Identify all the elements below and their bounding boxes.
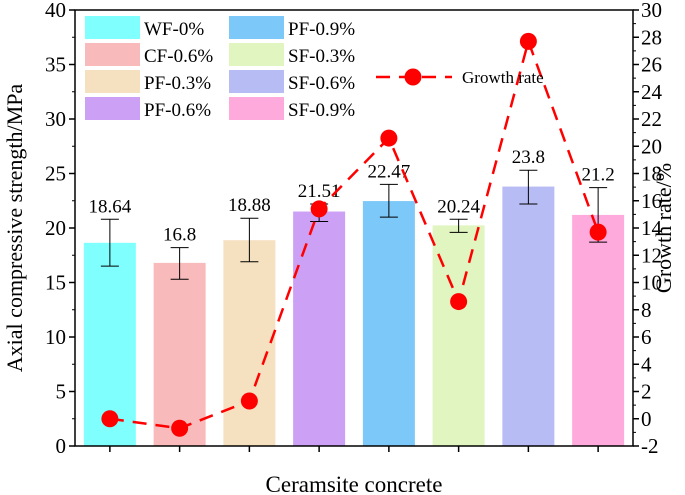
growth-point-5 xyxy=(380,129,398,147)
legend-swatch-4 xyxy=(85,97,140,120)
bar-5 xyxy=(362,201,415,446)
legend-label-6: SF-0.3% xyxy=(288,46,355,67)
x-axis-title: Ceramsite concrete xyxy=(266,472,443,495)
growth-point-1 xyxy=(101,410,119,428)
y-tick-label-8: 40 xyxy=(45,0,66,22)
y2-tick-label-3: 4 xyxy=(641,352,652,376)
growth-point-4 xyxy=(310,200,328,218)
legend-label-5: PF-0.9% xyxy=(288,19,355,40)
y2-tick-label-0: -2 xyxy=(641,434,659,458)
y2-tick-label-2: 2 xyxy=(641,380,652,404)
y2-tick-label-5: 8 xyxy=(641,298,652,322)
value-label-7: 23.8 xyxy=(512,147,545,168)
y2-tick-label-7: 12 xyxy=(641,243,662,267)
value-label-8: 21.2 xyxy=(582,165,615,186)
legend-growth-label: Growth rate xyxy=(462,68,544,87)
value-label-5: 22.47 xyxy=(368,161,411,182)
y2-tick-label-12: 22 xyxy=(641,107,662,131)
axis-layer: 0510152025303540-20246810121416182022242… xyxy=(45,0,663,458)
legend-swatch-2 xyxy=(85,43,140,66)
legend-label-8: SF-0.9% xyxy=(288,100,355,121)
y-tick-label-1: 5 xyxy=(56,380,67,404)
legend-label-2: CF-0.6% xyxy=(144,46,213,67)
y-tick-label-5: 25 xyxy=(45,162,66,186)
y-tick-label-2: 10 xyxy=(45,325,66,349)
y-axis-title: Axial compressive strength/MPa xyxy=(2,84,27,373)
y-tick-label-0: 0 xyxy=(56,434,67,458)
y2-tick-label-16: 30 xyxy=(641,0,662,22)
y2-tick-label-11: 20 xyxy=(641,134,662,158)
y2-tick-label-6: 10 xyxy=(641,271,662,295)
value-label-2: 16.8 xyxy=(163,225,196,246)
value-label-3: 18.88 xyxy=(228,195,271,216)
legend-swatch-3 xyxy=(85,70,140,93)
y2-tick-label-13: 24 xyxy=(641,80,663,104)
y2-tick-label-10: 18 xyxy=(641,162,662,186)
bar-7 xyxy=(502,186,555,446)
y2-tick-label-14: 26 xyxy=(641,53,662,77)
growth-point-8 xyxy=(589,223,607,241)
legend: WF-0% CF-0.6% PF-0.3% PF-0.6% PF-0.9% SF-0.3%… xyxy=(85,16,544,121)
plot-layer: 18.64 16.8 18.88 21.51 22.47 20.24 23.8 21.2 xyxy=(83,32,625,446)
growth-point-3 xyxy=(240,392,258,410)
legend-label-1: WF-0% xyxy=(144,19,204,40)
y2-tick-label-15: 28 xyxy=(641,25,662,49)
y-tick-label-4: 20 xyxy=(45,216,66,240)
legend-swatch-5 xyxy=(229,16,284,39)
growth-point-2 xyxy=(171,419,189,437)
bar-3 xyxy=(223,240,276,446)
y2-tick-label-8: 14 xyxy=(641,216,663,240)
value-label-4: 21.51 xyxy=(298,181,341,202)
y-tick-label-7: 35 xyxy=(45,53,66,77)
growth-line xyxy=(109,37,600,430)
legend-label-7: SF-0.6% xyxy=(288,73,355,94)
y2-tick-label-1: 0 xyxy=(641,407,652,431)
growth-point-7 xyxy=(519,32,537,50)
legend-growth-marker xyxy=(404,68,422,86)
y-tick-label-3: 15 xyxy=(45,271,66,295)
legend-swatch-8 xyxy=(229,97,284,120)
bar-2 xyxy=(153,262,206,446)
y-tick-label-6: 30 xyxy=(45,107,66,131)
legend-swatch-1 xyxy=(85,16,140,39)
y2-tick-label-9: 16 xyxy=(641,189,662,213)
value-label-6: 20.24 xyxy=(437,196,480,217)
legend-swatch-7 xyxy=(229,70,284,93)
legend-swatch-6 xyxy=(229,43,284,66)
y2-tick-label-4: 6 xyxy=(641,325,652,349)
legend-label-4: PF-0.6% xyxy=(144,100,211,121)
bar-8 xyxy=(572,214,625,446)
bar-4 xyxy=(293,211,346,446)
y2-axis-title: Growth rate/% xyxy=(651,163,676,293)
value-label-1: 18.64 xyxy=(89,196,132,217)
legend-label-3: PF-0.3% xyxy=(144,73,211,94)
growth-point-6 xyxy=(450,293,468,311)
